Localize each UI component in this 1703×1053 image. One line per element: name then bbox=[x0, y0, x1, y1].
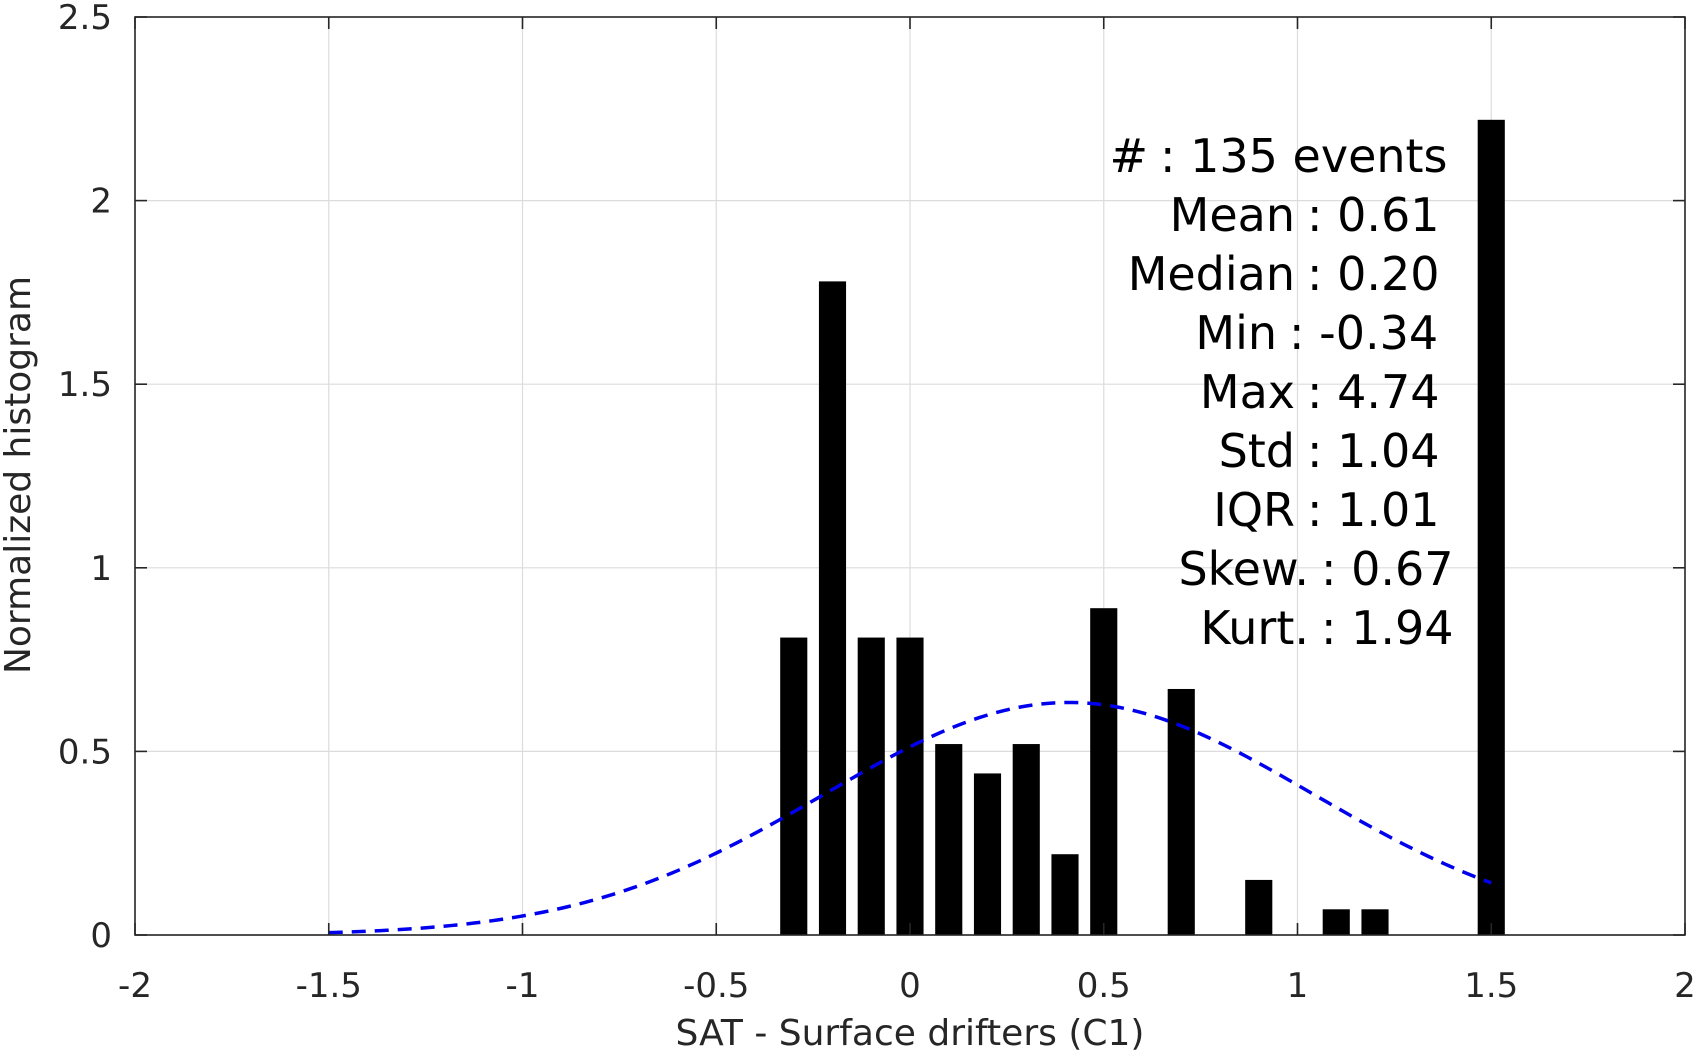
stats-key-6: IQR bbox=[1213, 483, 1295, 537]
x-tick-label-1: -1.5 bbox=[296, 966, 362, 1006]
stats-key-3: Min bbox=[1195, 306, 1277, 360]
histogram-bar-12 bbox=[1361, 909, 1389, 935]
normal-fit-curve bbox=[328, 700, 1492, 935]
x-tick-label-8: 2 bbox=[1674, 966, 1696, 1006]
stats-key-8: Kurt. bbox=[1200, 601, 1309, 655]
stats-key-4: Max bbox=[1200, 365, 1295, 419]
y-tick-label-1: 0.5 bbox=[58, 732, 112, 772]
stats-value-3: : -0.34 bbox=[1289, 306, 1438, 360]
x-tick-label-6: 1 bbox=[1287, 966, 1309, 1006]
x-tick-label-0: -2 bbox=[118, 966, 152, 1006]
stats-key-1: Mean bbox=[1170, 188, 1295, 242]
stats-line-0: #: 135 events bbox=[1109, 129, 1447, 183]
histogram-bar-13 bbox=[1477, 119, 1505, 936]
stats-line-5: Std: 1.04 bbox=[1219, 424, 1440, 478]
x-tick-label-2: -1 bbox=[506, 966, 540, 1006]
x-tick-label-3: -0.5 bbox=[683, 966, 749, 1006]
axes bbox=[134, 16, 1686, 936]
stats-value-6: : 1.01 bbox=[1307, 483, 1440, 537]
stats-line-2: Median: 0.20 bbox=[1128, 247, 1440, 301]
stats-value-2: : 0.20 bbox=[1307, 247, 1440, 301]
histogram-bar-5 bbox=[973, 773, 1002, 935]
x-axis-title: SAT - Surface drifters (C1) bbox=[676, 1013, 1145, 1053]
y-tick-label-2: 1 bbox=[90, 549, 112, 589]
histogram-bar-0 bbox=[780, 637, 808, 935]
histogram-bar-11 bbox=[1322, 909, 1350, 935]
stats-key-0: # bbox=[1109, 129, 1148, 183]
stats-value-7: : 0.67 bbox=[1321, 542, 1454, 596]
x-tick-label-4: 0 bbox=[899, 966, 921, 1006]
stats-key-2: Median bbox=[1128, 247, 1295, 301]
histogram-bar-8 bbox=[1090, 608, 1118, 935]
x-tick-label-5: 0.5 bbox=[1077, 966, 1131, 1006]
stats-line-3: Min: -0.34 bbox=[1195, 306, 1438, 360]
stats-line-1: Mean: 0.61 bbox=[1170, 188, 1440, 242]
histogram-bar-4 bbox=[935, 744, 963, 935]
stats-key-7: Skew. bbox=[1178, 542, 1309, 596]
stats-line-4: Max: 4.74 bbox=[1200, 365, 1440, 419]
fit-curve-layer bbox=[328, 700, 1492, 935]
histogram-bar-3 bbox=[896, 637, 924, 935]
histogram-bar-9 bbox=[1167, 688, 1195, 935]
histogram-bars bbox=[780, 119, 1505, 936]
histogram-bar-1 bbox=[818, 281, 847, 935]
stats-line-8: Kurt.: 1.94 bbox=[1200, 601, 1453, 655]
x-tick-label-7: 1.5 bbox=[1464, 966, 1518, 1006]
histogram-bar-7 bbox=[1051, 854, 1079, 935]
stats-value-1: : 0.61 bbox=[1307, 188, 1440, 242]
stats-key-5: Std bbox=[1219, 424, 1295, 478]
y-tick-label-4: 2 bbox=[90, 182, 112, 222]
stats-value-4: : 4.74 bbox=[1307, 365, 1440, 419]
stats-line-7: Skew.: 0.67 bbox=[1178, 542, 1453, 596]
stats-line-6: IQR: 1.01 bbox=[1213, 483, 1439, 537]
x-tick-labels: -2 -1.5 -1 -0.5 0 0.5 1 1.5 2 bbox=[118, 966, 1696, 1006]
y-tick-label-5: 2.5 bbox=[58, 0, 112, 38]
histogram-bar-6 bbox=[1012, 744, 1040, 935]
y-tick-label-0: 0 bbox=[90, 916, 112, 956]
stats-value-0: : 135 events bbox=[1160, 129, 1448, 183]
stats-value-8: : 1.94 bbox=[1321, 601, 1454, 655]
y-tick-label-3: 1.5 bbox=[58, 365, 112, 405]
stats-value-5: : 1.04 bbox=[1307, 424, 1440, 478]
histogram-bar-10 bbox=[1245, 879, 1273, 935]
y-tick-labels: 0 0.5 1 1.5 2 2.5 bbox=[58, 0, 112, 956]
histogram-bar-2 bbox=[857, 637, 885, 935]
y-axis-title: Normalized histogram bbox=[0, 276, 39, 674]
